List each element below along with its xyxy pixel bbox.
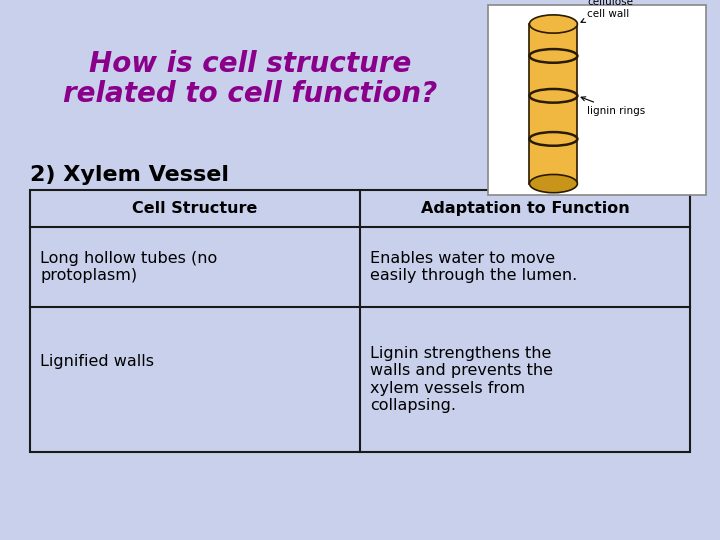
Ellipse shape: [529, 89, 577, 103]
Bar: [488, 5, 706, 195]
Ellipse shape: [529, 15, 577, 33]
Text: How is cell structure: How is cell structure: [89, 50, 411, 78]
Text: lignin rings: lignin rings: [581, 97, 646, 116]
Text: Lignified walls: Lignified walls: [40, 354, 154, 369]
Ellipse shape: [529, 49, 577, 63]
Text: Adaptation to Function: Adaptation to Function: [420, 201, 629, 216]
Text: Lignin strengthens the
walls and prevents the
xylem vessels from
collapsing.: Lignin strengthens the walls and prevent…: [370, 346, 553, 413]
Text: Long hollow tubes (no
protoplasm): Long hollow tubes (no protoplasm): [40, 251, 217, 284]
Text: 2) Xylem Vessel: 2) Xylem Vessel: [30, 165, 229, 185]
Ellipse shape: [529, 132, 577, 146]
Text: cellulose
cell wall: cellulose cell wall: [581, 0, 634, 22]
Bar: [30, 190, 690, 452]
Text: related to cell function?: related to cell function?: [63, 80, 437, 108]
Ellipse shape: [529, 174, 577, 193]
Text: Cell Structure: Cell Structure: [132, 201, 258, 216]
Polygon shape: [529, 24, 577, 184]
Text: Enables water to move
easily through the lumen.: Enables water to move easily through the…: [370, 251, 577, 284]
